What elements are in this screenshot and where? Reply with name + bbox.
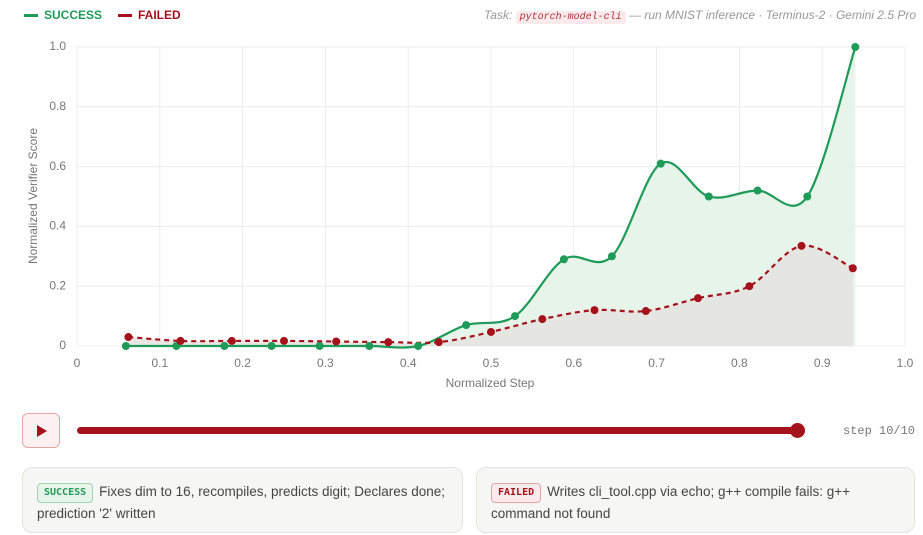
step-label: step 10/10	[842, 424, 915, 438]
y-axis-label: Normalized Verifier Score	[26, 128, 40, 264]
point	[851, 43, 860, 51]
point	[267, 342, 276, 350]
y-tick-label: 0.2	[49, 278, 66, 292]
point	[641, 307, 650, 316]
legend-label: FAILED	[138, 8, 181, 22]
play-button[interactable]	[22, 413, 60, 448]
point	[124, 333, 133, 342]
area	[128, 245, 853, 346]
legend-swatch	[118, 13, 133, 17]
point	[384, 338, 393, 347]
card-text: Fixes dim to 16, recompiles, predicts di…	[37, 484, 446, 521]
point	[511, 312, 520, 321]
point	[559, 255, 568, 264]
x-tick-label: 0.1	[151, 356, 168, 370]
point	[487, 327, 495, 336]
y-tick-label: 0.8	[49, 99, 66, 113]
y-tick-label: 1.0	[49, 39, 66, 53]
point	[590, 306, 599, 315]
card: FAILED Writes cli_tool.cpp via echo; g++ …	[476, 467, 915, 533]
point	[365, 342, 374, 350]
task-label: Task:	[484, 8, 513, 22]
status-badge: SUCCESS	[37, 483, 94, 503]
legend-swatch	[24, 13, 38, 17]
progress-track[interactable]	[77, 427, 798, 434]
point	[220, 342, 229, 350]
point	[176, 336, 185, 345]
y-tick-label: 0.4	[49, 219, 66, 233]
area	[125, 47, 856, 348]
point	[414, 342, 423, 350]
x-tick-label: 1.0	[897, 356, 914, 370]
point	[434, 338, 443, 347]
point	[538, 315, 547, 324]
point	[280, 336, 288, 345]
legend-item: SUCCESS	[24, 8, 102, 22]
x-tick-label: 0	[74, 356, 81, 370]
point	[753, 186, 762, 195]
point	[121, 342, 130, 350]
point	[694, 294, 702, 303]
chart: Normalized Step Normalized Verifier Scor…	[26, 39, 914, 390]
x-tick-label: 0.9	[814, 356, 831, 370]
x-tick-label: 0.3	[317, 356, 334, 370]
progress-knob[interactable]	[790, 423, 805, 438]
point	[607, 252, 616, 261]
status-badge: FAILED	[491, 483, 542, 503]
x-tick-label: 0.5	[483, 356, 500, 370]
task-desc: — run MNIST inference · Terminus-2 · Gem…	[629, 8, 916, 22]
x-tick-label: 0.7	[648, 356, 665, 370]
point	[315, 342, 324, 350]
task-info: Task: pytorch-model-cli — run MNIST infe…	[484, 8, 916, 24]
x-tick-label: 0.4	[400, 356, 417, 370]
point	[797, 241, 806, 250]
legend-label: SUCCESS	[44, 8, 103, 22]
x-tick-label: 0.6	[565, 356, 582, 370]
task-code: pytorch-model-cli	[515, 11, 626, 24]
play-icon	[37, 425, 47, 437]
point	[848, 264, 857, 273]
x-axis-label: Normalized Step	[446, 376, 535, 390]
card: SUCCESS Fixes dim to 16, recompiles, pred…	[22, 467, 463, 533]
point	[227, 336, 236, 345]
point	[462, 321, 471, 330]
y-tick-label: 0.6	[49, 159, 66, 173]
legend: SUCCESS FAILED	[24, 8, 181, 22]
card-text: Writes cli_tool.cpp via echo; g++ compil…	[491, 484, 851, 521]
point	[332, 337, 341, 346]
legend-item: FAILED	[118, 8, 181, 22]
point	[803, 192, 812, 201]
y-tick-label: 0	[59, 338, 66, 352]
point	[704, 192, 713, 201]
x-tick-label: 0.8	[731, 356, 748, 370]
x-tick-label: 0.2	[234, 356, 251, 370]
point	[745, 282, 754, 291]
point	[656, 159, 665, 168]
